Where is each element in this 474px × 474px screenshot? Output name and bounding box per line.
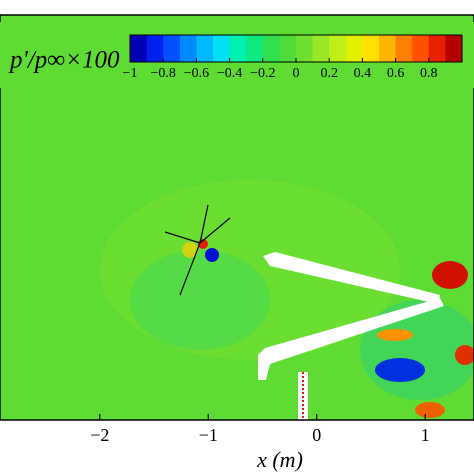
colorbar-band <box>395 35 413 62</box>
colorbar-band <box>362 35 380 62</box>
colorbar-band <box>312 35 330 62</box>
colorbar-band <box>329 35 347 62</box>
colorbar-band <box>213 35 231 62</box>
colorbar-band <box>179 35 197 62</box>
colorbar-band <box>345 35 363 62</box>
colorbar-tick-label: −0.6 <box>184 66 209 81</box>
colorbar-tick-label: −1 <box>123 66 138 81</box>
colorbar-band <box>146 35 164 62</box>
colorbar-band <box>262 35 280 62</box>
x-tick-label: 1 <box>421 425 430 445</box>
colorbar-band <box>163 35 181 62</box>
colorbar-band <box>229 35 247 62</box>
colorbar-band <box>246 35 264 62</box>
colorbar-tick-label: 0.8 <box>420 66 438 81</box>
colorbar-band <box>379 35 397 62</box>
colorbar-tick-label: 0.2 <box>320 66 338 81</box>
x-tick-label: −2 <box>90 425 109 445</box>
colorbar-band <box>412 35 430 62</box>
colorbar: −1 −0.8 −0.6 −0.4 −0.2 0 0.2 0.4 0.6 0.8 <box>123 34 463 81</box>
colorbar-tick-label: −0.4 <box>217 66 242 81</box>
colorbar-tick-label: −0.8 <box>150 66 175 81</box>
x-axis-label: x (m) <box>256 447 303 472</box>
colorbar-tick-label: 0.4 <box>354 66 372 81</box>
colorbar-label: p'/p∞×100 <box>8 47 120 74</box>
colorbar-band <box>279 35 297 62</box>
colorbar-band <box>428 35 446 62</box>
x-tick-label: 0 <box>312 425 321 445</box>
colorbar-band <box>196 35 214 62</box>
colorbar-band <box>130 35 148 62</box>
colorbar-tick-label: 0 <box>293 66 300 81</box>
colorbar-band <box>296 35 314 62</box>
x-tick-label: −1 <box>199 425 218 445</box>
colorbar-tick-label: 0.6 <box>387 66 405 81</box>
colorbar-band <box>445 35 463 62</box>
colorbar-tick-label: −0.2 <box>250 66 275 81</box>
